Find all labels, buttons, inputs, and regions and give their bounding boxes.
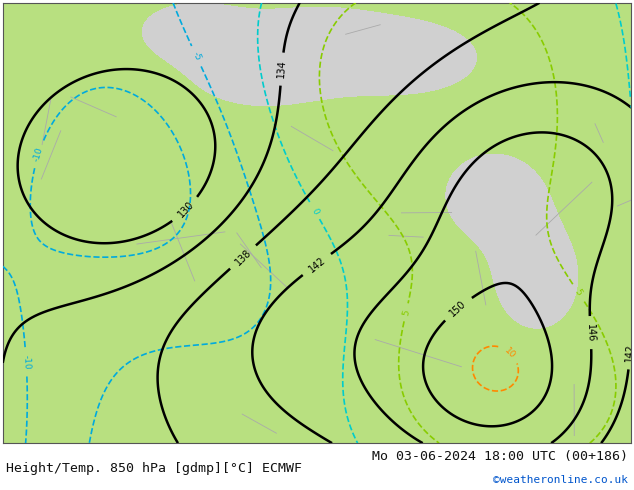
Text: 150: 150 (448, 299, 468, 318)
Text: 130: 130 (176, 199, 195, 220)
Text: 138: 138 (233, 247, 253, 267)
Text: 5: 5 (401, 309, 411, 316)
Text: 146: 146 (585, 323, 596, 342)
Text: -5: -5 (190, 50, 202, 62)
Text: 134: 134 (276, 60, 287, 79)
Text: 142: 142 (624, 343, 634, 363)
Text: -10: -10 (22, 354, 31, 369)
Text: 142: 142 (306, 255, 327, 274)
Text: ©weatheronline.co.uk: ©weatheronline.co.uk (493, 475, 628, 485)
Text: 5: 5 (573, 287, 583, 297)
Text: 10: 10 (503, 345, 517, 360)
Text: Height/Temp. 850 hPa [gdmp][°C] ECMWF: Height/Temp. 850 hPa [gdmp][°C] ECMWF (6, 462, 302, 475)
Text: 0: 0 (309, 206, 320, 216)
Text: -10: -10 (32, 146, 45, 163)
Text: 0: 0 (626, 103, 634, 109)
Text: Mo 03-06-2024 18:00 UTC (00+186): Mo 03-06-2024 18:00 UTC (00+186) (372, 450, 628, 463)
